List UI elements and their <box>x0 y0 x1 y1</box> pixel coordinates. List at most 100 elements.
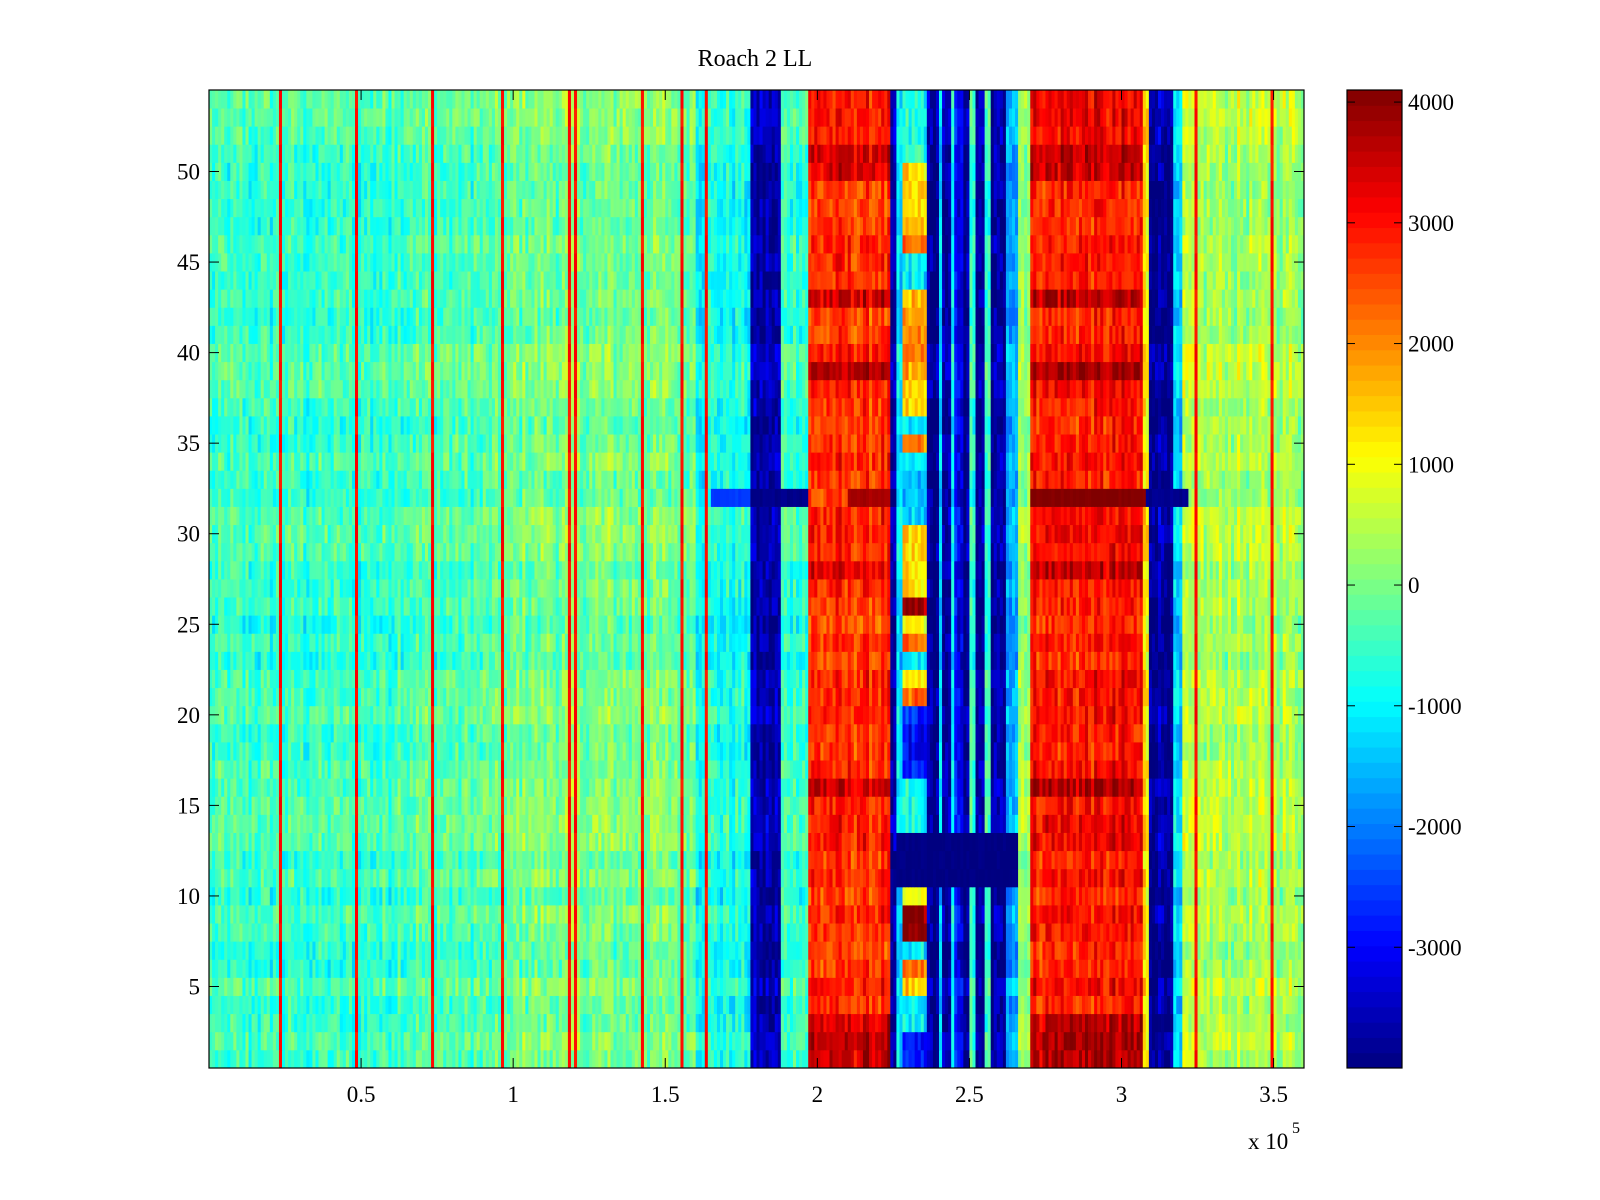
heatmap-cell <box>236 977 240 996</box>
heatmap-cell <box>805 832 809 852</box>
heatmap-cell <box>330 1013 335 1033</box>
heatmap-cell <box>975 1049 979 1069</box>
heatmap-cell <box>811 1031 815 1051</box>
heatmap-cell <box>1273 886 1278 906</box>
heatmap-cell <box>908 886 913 906</box>
heatmap-cell <box>981 977 986 996</box>
heatmap-cell <box>467 886 471 906</box>
heatmap-cell <box>789 923 794 942</box>
heatmap-cell <box>966 832 970 852</box>
heatmap-cell <box>278 941 283 960</box>
heatmap-cell <box>1273 941 1278 960</box>
heatmap-cell <box>589 1031 593 1051</box>
heatmap-cell <box>1243 850 1247 870</box>
heatmap-cell <box>1066 923 1071 942</box>
heatmap-cell <box>282 1031 286 1051</box>
heatmap-cell <box>1167 1013 1171 1033</box>
heatmap-cell <box>440 850 444 870</box>
heatmap-cell <box>373 923 377 942</box>
heatmap-cell <box>272 1013 277 1033</box>
heatmap-cell <box>531 995 535 1015</box>
heatmap-cell <box>1246 1049 1250 1069</box>
heatmap-cell <box>306 995 310 1015</box>
heatmap-cell <box>370 1031 374 1051</box>
heatmap-cell <box>294 886 298 906</box>
heatmap-cell <box>443 1049 447 1069</box>
heatmap-cell <box>406 814 411 833</box>
heatmap-cell <box>321 941 325 960</box>
heatmap-cell <box>1130 1049 1135 1069</box>
heatmap-cell <box>251 868 256 888</box>
heatmap-cell <box>479 905 484 924</box>
heatmap-cell <box>321 1031 325 1051</box>
heatmap-cell <box>564 1049 569 1069</box>
heatmap-cell <box>513 868 517 888</box>
heatmap-cell <box>358 959 362 978</box>
heatmap-cell <box>793 1049 797 1069</box>
heatmap-cell <box>567 959 572 978</box>
heatmap-cell <box>929 923 934 942</box>
heatmap-cell <box>759 1049 763 1069</box>
heatmap-cell <box>586 1049 590 1069</box>
heatmap-cell <box>1291 941 1296 960</box>
heatmap-cell <box>285 832 289 852</box>
heatmap-cell <box>978 1013 982 1033</box>
heatmap-cell <box>1224 832 1229 852</box>
heatmap-cell <box>1200 941 1205 960</box>
heatmap-cell <box>853 850 858 870</box>
heatmap-cell <box>300 1049 304 1069</box>
heatmap-cell <box>935 1031 940 1051</box>
heatmap-cell <box>841 923 846 942</box>
heatmap-cell <box>209 1049 213 1069</box>
heatmap-cell <box>218 923 222 942</box>
heatmap-cell <box>926 1013 931 1033</box>
heatmap-cell <box>789 905 794 924</box>
heatmap-cell <box>394 905 398 924</box>
heatmap-cell <box>1148 868 1153 888</box>
heatmap-cell <box>501 995 505 1015</box>
heatmap-cell <box>1100 814 1104 833</box>
heatmap-cell <box>656 1031 660 1051</box>
heatmap-cell <box>939 923 943 942</box>
heatmap-cell <box>385 905 389 924</box>
heatmap-cell <box>653 923 657 942</box>
heatmap-cell <box>735 923 739 942</box>
heatmap-cell <box>698 959 703 978</box>
heatmap-cell <box>1036 832 1040 852</box>
heatmap-cell <box>400 977 405 996</box>
heatmap-cell <box>552 1031 557 1051</box>
heatmap-cell <box>823 850 827 870</box>
heatmap-cell <box>278 977 283 996</box>
heatmap-cell <box>592 977 596 996</box>
heatmap-cell <box>750 886 754 906</box>
heatmap-cell <box>984 886 989 906</box>
heatmap-cell <box>549 995 554 1015</box>
heatmap-cell <box>908 977 913 996</box>
heatmap-cell <box>951 1049 955 1069</box>
heatmap-cell <box>1094 1013 1098 1033</box>
heatmap-cell <box>519 832 523 852</box>
heatmap-cell <box>990 1013 995 1033</box>
heatmap-cell <box>866 1049 870 1069</box>
heatmap-cell <box>735 905 739 924</box>
heatmap-cell <box>528 905 532 924</box>
heatmap-cell <box>774 941 779 960</box>
heatmap-cell <box>300 832 304 852</box>
heatmap-cell <box>1027 977 1031 996</box>
heatmap-cell <box>653 1013 657 1033</box>
heatmap-cell <box>1127 941 1132 960</box>
heatmap-cell <box>266 814 271 833</box>
heatmap-cell <box>762 1013 767 1033</box>
heatmap-cell <box>315 995 319 1015</box>
heatmap-cell <box>1115 905 1119 924</box>
heatmap-cell <box>744 850 748 870</box>
heatmap-cell <box>689 850 694 870</box>
heatmap-cell <box>823 1031 827 1051</box>
heatmap-cell <box>254 814 259 833</box>
heatmap-cell <box>479 886 484 906</box>
heatmap-cell <box>1203 868 1208 888</box>
heatmap-cell <box>1091 959 1095 978</box>
heatmap-cell <box>1124 923 1128 942</box>
heatmap-cell <box>625 977 630 996</box>
heatmap-cell <box>434 868 438 888</box>
